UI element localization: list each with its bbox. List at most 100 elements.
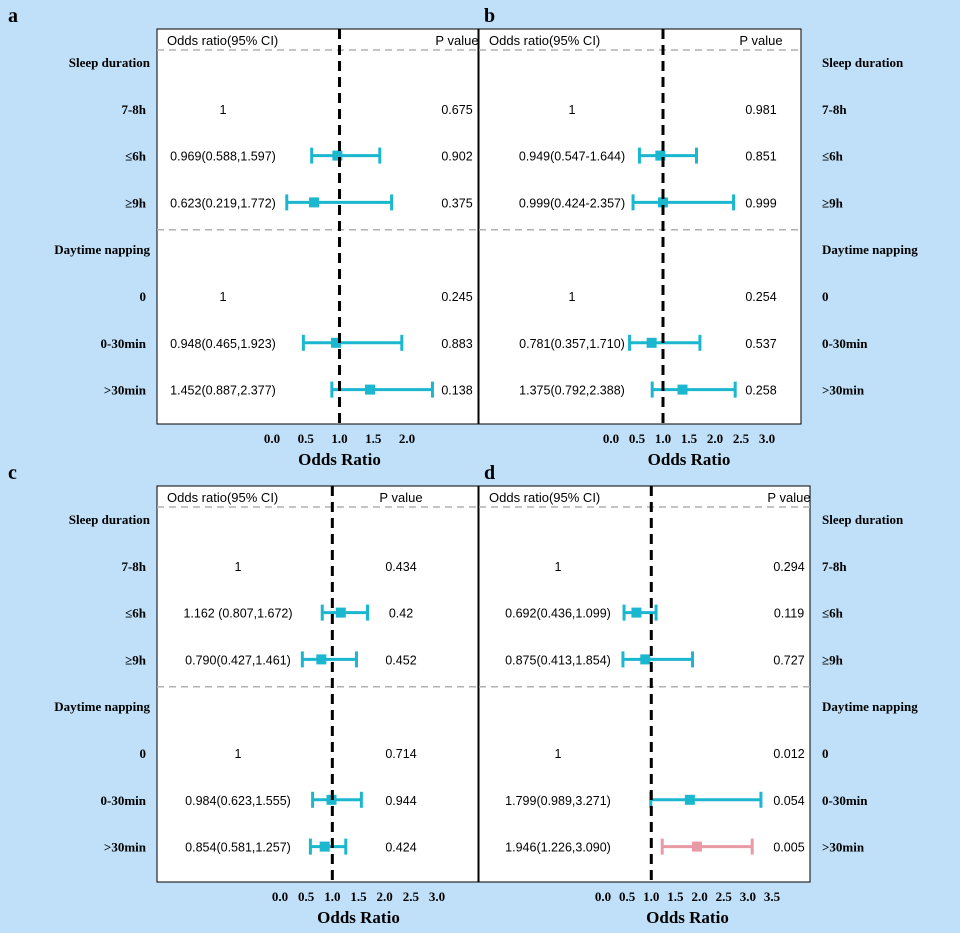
p-value-text: 0.005 [773,841,804,855]
point-estimate [631,607,642,618]
x-tick-label: 0.0 [603,431,619,446]
odds-ratio-text: 0.623(0.219,1.772) [170,196,276,210]
row-label: 0 [140,289,147,304]
odds-ratio-text: 1 [235,747,242,761]
panel-c: c Odds ratio(95% CI) P value Sleep duration… [3,462,479,927]
x-tick-label: 1.0 [331,431,347,446]
p-value-text: 0.245 [441,290,472,304]
p-value-text: 0.452 [385,653,416,667]
row-label: ≥9h [125,195,147,210]
p-value-text: 0.138 [441,384,472,398]
row-label: ≤6h [125,606,147,621]
group-title: Daytime napping [54,242,150,257]
row-label: >30min [822,840,865,855]
odds-ratio-text: 1.375(0.792,2.388) [519,384,625,398]
odds-ratio-text: 1 [555,560,562,574]
point-estimate [365,384,376,395]
panel-b: b Odds ratio(95% CI) P value Sleep duration… [478,5,957,469]
x-tick-label: 0.0 [595,889,611,904]
row-label: 7-8h [822,102,847,117]
x-tick-label: 1.0 [324,889,340,904]
point-estimate [691,841,702,852]
odds-ratio-text: 0.999(0.424-2.357) [519,196,625,210]
x-tick-label: 1.5 [350,889,367,904]
x-tick-label: 0.5 [619,889,636,904]
x-tick-label: 2.0 [399,431,415,446]
odds-ratio-text: 1.946(1.226,3.090) [505,841,611,855]
point-estimate [309,197,320,208]
row-label: ≤6h [125,149,147,164]
x-axis-label: Odds Ratio [648,450,731,469]
p-value-text: 0.42 [389,607,413,621]
point-estimate [646,337,657,348]
point-estimate [684,794,695,805]
group-title: Daytime napping [822,242,918,257]
odds-ratio-text: 1 [235,560,242,574]
group-title: Sleep duration [822,55,904,70]
point-estimate [657,197,668,208]
odds-ratio-text: 0.854(0.581,1.257) [185,841,291,855]
row-label: 7-8h [121,559,146,574]
row-label: ≤6h [822,149,844,164]
p-value-text: 0.537 [745,337,776,351]
row-label: 7-8h [822,559,847,574]
p-value-text: 0.714 [385,747,416,761]
x-tick-label: 2.0 [707,431,723,446]
odds-ratio-text: 1 [569,290,576,304]
x-tick-label: 0.5 [629,431,646,446]
header-p-value: P value [739,33,782,48]
row-label: ≥9h [822,195,844,210]
point-estimate [330,337,341,348]
p-value-text: 0.981 [745,103,776,117]
x-tick-label: 2.0 [691,889,707,904]
row-label: 0 [822,746,829,761]
x-tick-label: 1.5 [681,431,698,446]
row-label: 0-30min [101,336,147,351]
x-tick-label: 2.0 [377,889,393,904]
p-value-text: 0.999 [745,196,776,210]
point-estimate [332,150,343,161]
group-title: Daytime napping [822,699,918,714]
row-label: >30min [104,383,147,398]
x-tick-label: 3.5 [764,889,781,904]
row-label: ≥9h [125,652,147,667]
row-label: ≤6h [822,606,844,621]
odds-ratio-text: 0.948(0.465,1.923) [170,337,276,351]
header-odds-ratio: Odds ratio(95% CI) [489,33,600,48]
plot-frame [156,485,479,883]
x-tick-label: 3.0 [740,889,756,904]
header-odds-ratio: Odds ratio(95% CI) [167,33,278,48]
panel-letter: b [484,5,495,27]
odds-ratio-text: 0.984(0.623,1.555) [185,794,291,808]
p-value-text: 0.727 [773,653,804,667]
x-axis-label: Odds Ratio [317,908,400,927]
p-value-text: 0.434 [385,560,416,574]
x-tick-label: 3.0 [759,431,775,446]
odds-ratio-text: 1.799(0.989,3.271) [505,794,611,808]
row-label: 0-30min [101,793,147,808]
row-label: 0-30min [822,336,868,351]
x-axis-label: Odds Ratio [646,908,729,927]
x-tick-label: 3.0 [429,889,445,904]
odds-ratio-text: 1 [220,103,227,117]
p-value-text: 0.254 [745,290,776,304]
plot-frame [478,485,811,883]
panel-letter: d [484,462,495,484]
odds-ratio-text: 1.162 (0.807,1.672) [183,607,292,621]
panel-letter: c [8,462,17,484]
group-title: Sleep duration [822,512,904,527]
row-label: 0 [822,289,829,304]
row-label: >30min [104,840,147,855]
p-value-text: 0.883 [441,337,472,351]
p-value-text: 0.902 [441,150,472,164]
group-title: Sleep duration [69,55,151,70]
odds-ratio-text: 0.781(0.357,1.710) [519,337,625,351]
x-tick-label: 1.0 [655,431,671,446]
x-tick-label: 0.0 [272,889,288,904]
group-title: Sleep duration [69,512,151,527]
header-p-value: P value [435,33,478,48]
p-value-text: 0.054 [773,794,804,808]
x-tick-label: 0.0 [264,431,280,446]
p-value-text: 0.294 [773,560,804,574]
